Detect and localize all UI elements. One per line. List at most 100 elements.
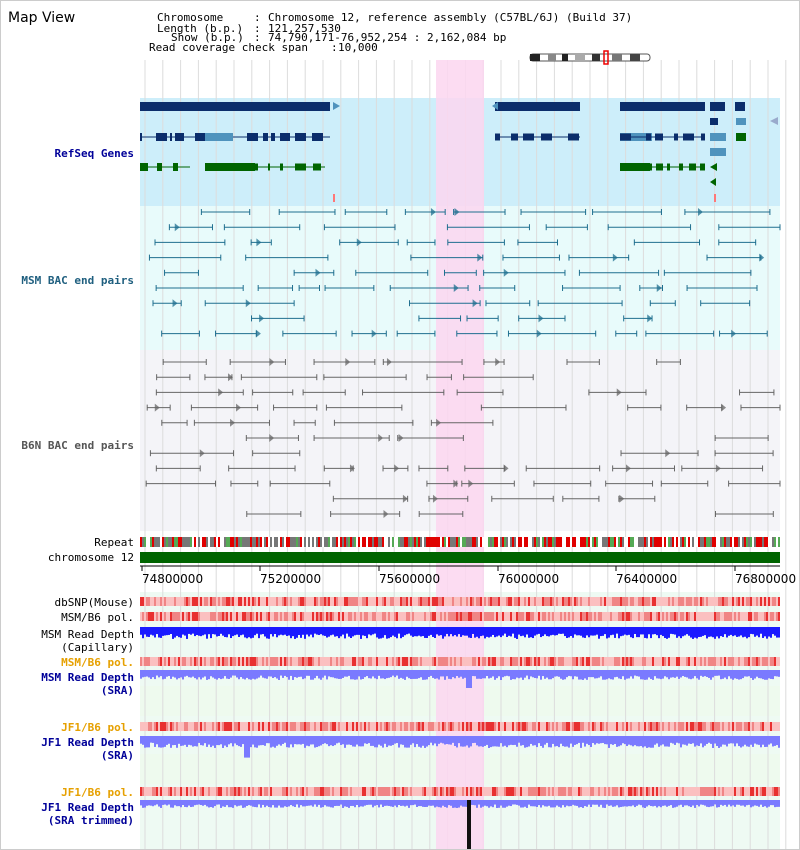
depth-bar bbox=[652, 800, 654, 807]
track-label-msm-b6-pol[interactable]: MSM/B6 pol. bbox=[61, 611, 134, 624]
track-label-msm-depth-sra[interactable]: MSM Read Depth bbox=[41, 671, 134, 684]
depth-bar bbox=[638, 736, 640, 747]
gene-exon bbox=[541, 133, 552, 141]
depth-bar bbox=[228, 800, 230, 808]
gene-exon bbox=[173, 163, 178, 171]
heat-cell bbox=[210, 787, 212, 796]
heat-cell bbox=[346, 597, 348, 606]
depth-bar bbox=[560, 736, 562, 744]
heat-cell bbox=[762, 722, 764, 731]
heat-cell bbox=[296, 787, 298, 796]
heat-cell bbox=[508, 597, 510, 606]
heat-cell bbox=[448, 722, 450, 731]
depth-bar bbox=[190, 627, 192, 635]
depth-bar bbox=[270, 670, 272, 677]
heat-cell bbox=[716, 787, 718, 796]
heat-cell bbox=[584, 657, 586, 666]
depth-bar bbox=[342, 670, 344, 678]
heat-cell bbox=[354, 612, 356, 621]
depth-bar bbox=[764, 736, 766, 747]
heat-cell bbox=[318, 722, 320, 731]
heat-cell bbox=[770, 722, 772, 731]
heat-cell bbox=[484, 787, 486, 796]
depth-bar bbox=[774, 736, 776, 746]
depth-bar bbox=[236, 670, 238, 678]
depth-bar bbox=[594, 670, 596, 679]
depth-bar bbox=[470, 736, 472, 747]
depth-bar bbox=[306, 800, 308, 806]
track-label-jf1-depth-trimmed[interactable]: JF1 Read Depth bbox=[41, 801, 134, 814]
heat-cell bbox=[216, 597, 218, 606]
depth-bar bbox=[764, 627, 766, 637]
chromosome-sep: : bbox=[254, 11, 261, 24]
track-label-msm-bac[interactable]: MSM BAC end pairs bbox=[21, 274, 134, 287]
repeat-element bbox=[246, 537, 248, 547]
heat-cell bbox=[598, 787, 600, 796]
heat-cell bbox=[140, 657, 142, 666]
depth-bar bbox=[704, 800, 706, 806]
track-label-dbsnp[interactable]: dbSNP(Mouse) bbox=[54, 596, 134, 609]
heat-cell bbox=[320, 612, 322, 621]
heat-cell bbox=[604, 722, 606, 731]
depth-bar bbox=[514, 736, 516, 745]
ideogram-band bbox=[548, 54, 556, 61]
heat-cell bbox=[516, 657, 518, 666]
depth-bar bbox=[660, 736, 662, 746]
gene-exon bbox=[568, 133, 579, 141]
heat-cell bbox=[354, 787, 356, 796]
depth-bar bbox=[536, 800, 538, 807]
heat-cell bbox=[490, 612, 492, 621]
depth-bar bbox=[526, 627, 528, 635]
heat-cell bbox=[194, 722, 196, 731]
heat-cell bbox=[488, 597, 490, 606]
heat-cell bbox=[490, 722, 492, 731]
heat-cell bbox=[338, 597, 340, 606]
heat-cell bbox=[180, 597, 182, 606]
repeat-element bbox=[508, 537, 510, 547]
heat-cell bbox=[538, 787, 540, 796]
track-label-b6n-bac[interactable]: B6N BAC end pairs bbox=[21, 439, 134, 452]
repeat-element bbox=[704, 537, 706, 547]
track-label-msm-b6-pol-2[interactable]: MSM/B6 pol. bbox=[61, 656, 134, 669]
track-label-jf1-b6-pol[interactable]: JF1/B6 pol. bbox=[61, 721, 134, 734]
heat-cell bbox=[228, 597, 230, 606]
depth-bar bbox=[274, 736, 276, 748]
heat-cell bbox=[382, 597, 384, 606]
heat-cell bbox=[396, 612, 398, 621]
track-label-msm-depth-capillary[interactable]: MSM Read Depth bbox=[41, 628, 134, 641]
depth-bar bbox=[508, 670, 510, 677]
heat-cell bbox=[556, 722, 558, 731]
depth-bar bbox=[480, 800, 482, 808]
depth-bar bbox=[204, 627, 206, 635]
repeat-element bbox=[418, 537, 420, 547]
depth-bar bbox=[422, 627, 424, 637]
repeat-element bbox=[380, 537, 382, 547]
depth-bar bbox=[388, 670, 390, 678]
repeat-element bbox=[632, 537, 634, 547]
depth-bar bbox=[524, 736, 526, 748]
heat-cell bbox=[508, 787, 510, 796]
depth-bar bbox=[378, 736, 380, 745]
repeat-element bbox=[610, 537, 612, 547]
depth-bar bbox=[622, 670, 624, 677]
track-label-jf1-b6-pol-2[interactable]: JF1/B6 pol. bbox=[61, 786, 134, 799]
bac-end-arrow bbox=[454, 208, 460, 216]
depth-bar bbox=[770, 736, 772, 744]
heat-cell bbox=[598, 612, 600, 621]
repeat-element bbox=[164, 537, 166, 547]
track-label-chromosome[interactable]: chromosome 12 bbox=[47, 551, 134, 564]
track-label-refseq[interactable]: RefSeq Genes bbox=[54, 147, 134, 160]
heat-cell bbox=[610, 787, 612, 796]
heat-cell bbox=[592, 597, 594, 606]
track-label-jf1-depth-sra[interactable]: JF1 Read Depth bbox=[41, 736, 134, 749]
heat-cell bbox=[770, 787, 772, 796]
heat-cell bbox=[202, 657, 204, 666]
heat-cell bbox=[162, 612, 164, 621]
depth-bar bbox=[368, 627, 370, 635]
depth-bar bbox=[184, 736, 186, 745]
track-label-repeat[interactable]: Repeat bbox=[94, 536, 134, 549]
heat-cell bbox=[548, 722, 550, 731]
depth-bar bbox=[508, 627, 510, 636]
heat-cell bbox=[304, 657, 306, 666]
